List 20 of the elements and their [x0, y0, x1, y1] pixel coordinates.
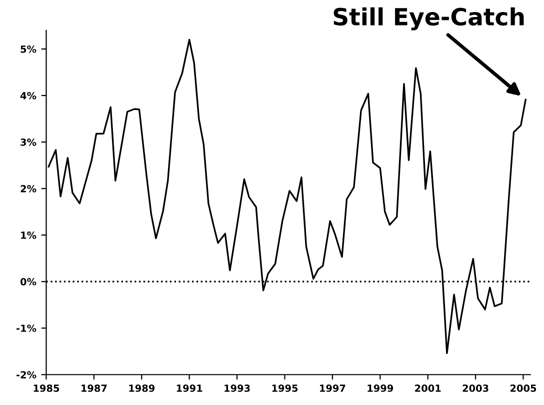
x-tick-label: 1993: [224, 384, 250, 392]
x-tick-label: 1991: [176, 384, 202, 392]
x-tick-label: 2003: [462, 384, 488, 392]
y-tick-label: 5%: [20, 45, 36, 53]
y-tick-label: 4%: [20, 92, 36, 100]
y-tick-label: 0%: [20, 278, 36, 286]
y-tick-label: 2%: [20, 185, 36, 192]
y-tick-label: 3%: [20, 138, 36, 146]
x-tick-label: 2001: [415, 384, 441, 392]
x-tick-label: 1999: [368, 384, 394, 392]
x-tick-label: 1995: [272, 384, 298, 392]
y-tick-label: 1%: [21, 232, 36, 239]
annotation: Still Eye-Catch: [334, 7, 524, 30]
x-tick-label: 2005: [510, 384, 536, 392]
x-tick-label: 1989: [129, 384, 155, 392]
y-tick-label: -2%: [16, 371, 36, 378]
x-tick-label: 1987: [82, 384, 107, 392]
x-tick-label: 1985: [34, 384, 60, 392]
x-tick-label: 1997: [320, 384, 346, 392]
y-tick-label: -1%: [16, 324, 36, 332]
